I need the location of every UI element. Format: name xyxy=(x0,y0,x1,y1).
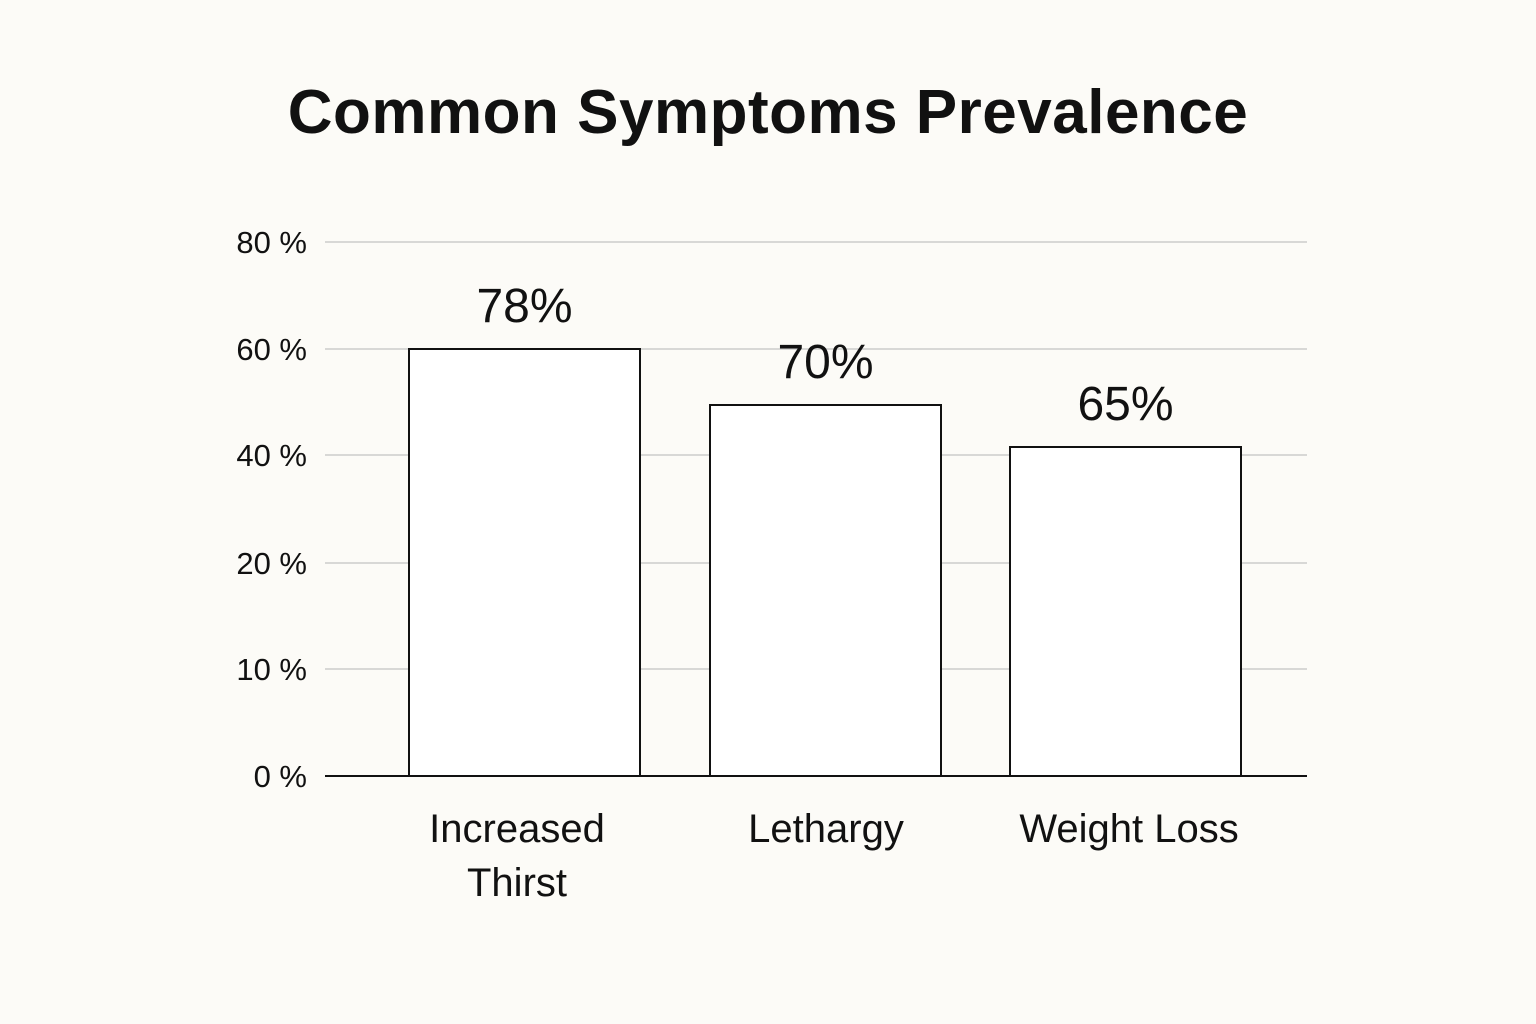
bar xyxy=(408,348,641,777)
y-tick-label: 40 % xyxy=(236,438,307,473)
bar-value-label: 78% xyxy=(476,280,572,333)
y-tick-label: 20 % xyxy=(236,546,307,581)
bar-value-label: 65% xyxy=(1077,378,1173,431)
chart-title: Common Symptoms Prevalence xyxy=(287,78,1249,147)
bar-value-label: 70% xyxy=(777,336,873,389)
x-category-label: Increased Thirst xyxy=(429,807,605,905)
x-category-label: Lethargy xyxy=(748,807,904,851)
y-tick-label: 10 % xyxy=(236,652,307,687)
x-category-label: Weight Loss xyxy=(1019,807,1238,851)
y-tick-label: 0 % xyxy=(254,759,307,794)
labels: 0 % 10 % 20 % 40 % 60 % 80 % 78% Increased Thirs… xyxy=(236,225,1238,905)
bar xyxy=(709,404,942,777)
bar xyxy=(1009,446,1242,777)
bars xyxy=(408,348,1242,777)
y-tick-label: 80 % xyxy=(236,225,307,260)
y-tick-label: 60 % xyxy=(236,332,307,367)
